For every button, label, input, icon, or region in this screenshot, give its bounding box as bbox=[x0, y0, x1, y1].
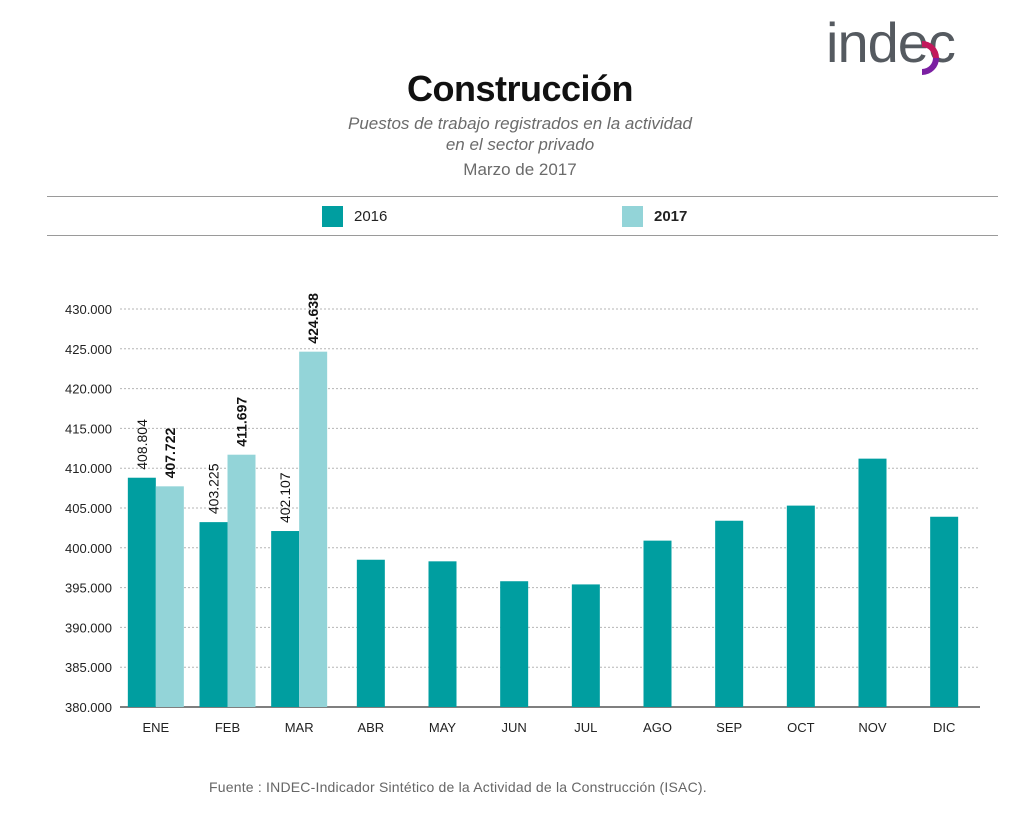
y-tick-label: 430.000 bbox=[65, 302, 112, 317]
bar-2017 bbox=[299, 351, 328, 707]
bar-2016 bbox=[858, 458, 887, 707]
x-tick-label: FEB bbox=[215, 720, 240, 735]
x-tick-label: SEP bbox=[716, 720, 742, 735]
chart-subtitle-line1: Puestos de trabajo registrados en la act… bbox=[348, 114, 692, 133]
legend-label-2017: 2017 bbox=[654, 207, 688, 225]
y-tick-label: 405.000 bbox=[65, 501, 112, 516]
y-tick-label: 420.000 bbox=[65, 382, 112, 397]
bar-2016 bbox=[271, 531, 300, 707]
legend-item-2017: 2017 bbox=[622, 205, 687, 227]
legend-label-2016: 2016 bbox=[354, 207, 388, 225]
bar-2016 bbox=[127, 477, 156, 707]
y-tick-label: 385.000 bbox=[65, 660, 112, 675]
x-tick-label: NOV bbox=[858, 720, 887, 735]
x-tick-label: ABR bbox=[357, 720, 384, 735]
bar-2016 bbox=[428, 561, 457, 707]
legend: 2016 2017 bbox=[47, 196, 998, 236]
y-tick-label: 400.000 bbox=[65, 541, 112, 556]
data-label-2016: 402.107 bbox=[277, 472, 293, 523]
chart-subtitle-line2: en el sector privado bbox=[445, 135, 595, 154]
x-tick-label: AGO bbox=[643, 720, 672, 735]
legend-item-2016: 2016 bbox=[322, 205, 387, 227]
data-label-2016: 403.225 bbox=[206, 463, 222, 514]
x-tick-label: MAR bbox=[285, 720, 314, 735]
source-note: Fuente : INDEC-Indicador Sintético de la… bbox=[209, 779, 707, 795]
bar-2016 bbox=[199, 522, 228, 707]
bar-2016 bbox=[356, 559, 385, 707]
y-tick-label: 390.000 bbox=[65, 620, 112, 635]
bar-2017 bbox=[155, 486, 184, 707]
y-tick-label: 415.000 bbox=[65, 421, 112, 436]
chart-period: Marzo de 2017 bbox=[463, 160, 577, 179]
indec-logo: indec bbox=[826, 14, 956, 75]
x-tick-label: DIC bbox=[933, 720, 955, 735]
bar-2017 bbox=[227, 454, 256, 707]
x-tick-label: MAY bbox=[429, 720, 457, 735]
x-tick-label: OCT bbox=[787, 720, 815, 735]
y-tick-label: 410.000 bbox=[65, 461, 112, 476]
logo-accent-mark-2 bbox=[921, 57, 939, 75]
data-label-2017: 411.697 bbox=[234, 397, 250, 447]
data-label-2017: 424.638 bbox=[305, 293, 321, 344]
data-label-2016: 408.804 bbox=[134, 419, 150, 470]
bar-2016 bbox=[571, 584, 600, 707]
y-tick-label: 425.000 bbox=[65, 342, 112, 357]
legend-swatch-2016 bbox=[322, 205, 343, 227]
y-tick-label: 380.000 bbox=[65, 700, 112, 715]
bar-2016 bbox=[786, 505, 815, 707]
bar-2016 bbox=[715, 520, 744, 707]
bar-2016 bbox=[643, 540, 672, 707]
x-tick-label: ENE bbox=[142, 720, 169, 735]
y-tick-label: 395.000 bbox=[65, 581, 112, 596]
logo-accent-mark bbox=[921, 41, 939, 59]
bar-2016 bbox=[500, 581, 529, 707]
data-label-2017: 407.722 bbox=[162, 428, 178, 479]
x-tick-label: JUN bbox=[502, 720, 527, 735]
legend-swatch-2017 bbox=[622, 205, 643, 227]
x-tick-label: JUL bbox=[574, 720, 597, 735]
bar-chart: 380.000 385.000 390.000 395.000 400.000 405.0… bbox=[65, 293, 980, 735]
bar-2016 bbox=[930, 516, 959, 707]
chart-title: Construcción bbox=[406, 68, 634, 109]
